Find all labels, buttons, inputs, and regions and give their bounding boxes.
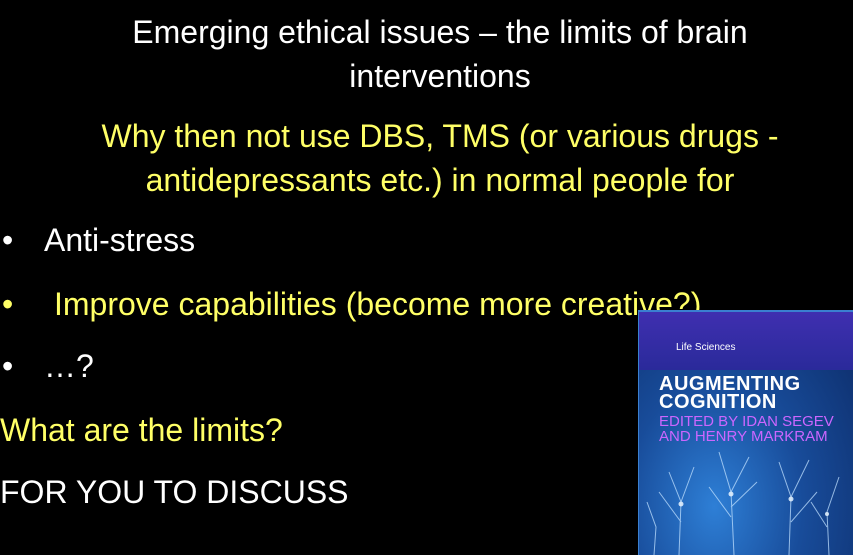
bullet-item-ellipsis: • …? (0, 346, 94, 386)
limits-question: What are the limits? (0, 412, 283, 448)
bullet-text: Improve capabilities (become more creati… (54, 286, 702, 322)
neuron-illustration-icon (646, 451, 840, 555)
slide-subtitle: Why then not use DBS, TMS (or various dr… (101, 118, 779, 198)
slide-title: Emerging ethical issues – the limits of … (132, 14, 748, 94)
cover-title-line1: AUGMENTING (659, 373, 801, 395)
book-cover-image: Life Sciences AUGMENTING COGNITION Edite… (638, 310, 853, 555)
cover-series-label: Life Sciences (676, 342, 736, 353)
cover-editors: Edited by Idan Segev and Henry Markram (659, 413, 834, 445)
bullet-item-improve-capabilities: • Improve capabilities (become more crea… (0, 284, 701, 324)
cover-title-line2: COGNITION (659, 391, 777, 413)
bullet-marker: • (2, 222, 14, 258)
bullet-marker: • (2, 348, 14, 384)
bullet-item-anti-stress: • Anti-stress (0, 220, 195, 260)
bullet-marker: • (2, 286, 14, 322)
bullet-text: Anti-stress (44, 222, 196, 258)
discuss-prompt: FOR YOU TO DISCUSS (0, 474, 349, 510)
cover-header-strip (639, 312, 853, 370)
bullet-text: …? (44, 348, 94, 384)
